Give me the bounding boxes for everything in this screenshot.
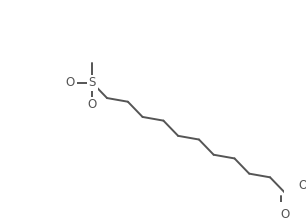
Text: O: O xyxy=(299,179,306,192)
Text: S: S xyxy=(89,76,96,89)
Text: O: O xyxy=(88,98,97,111)
Text: O: O xyxy=(65,76,75,89)
Text: O: O xyxy=(280,208,289,219)
